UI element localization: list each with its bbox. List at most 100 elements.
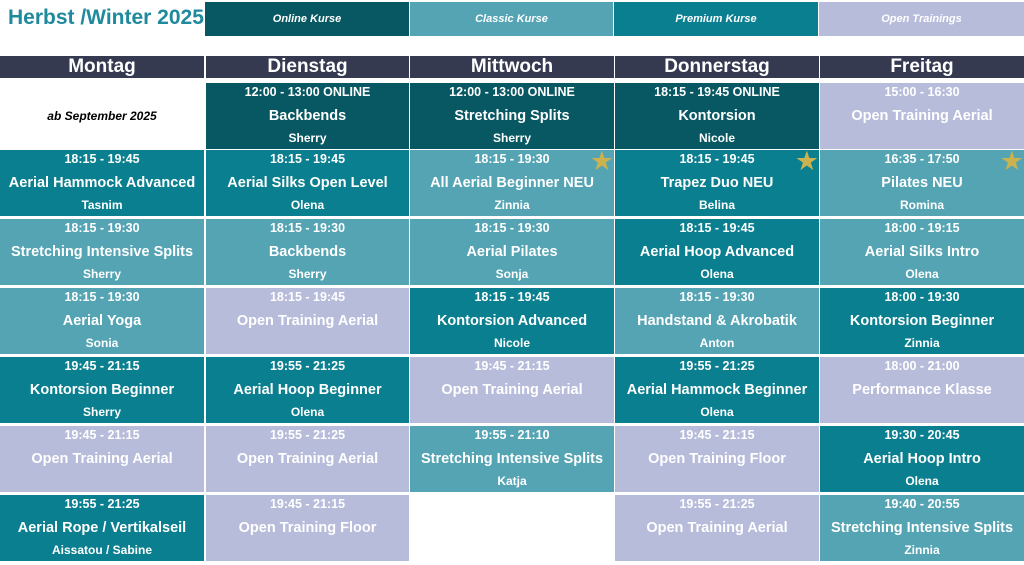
legend-premium: Premium Kurse bbox=[614, 2, 818, 36]
class-time: 18:15 - 19:30 bbox=[269, 221, 346, 235]
class-time: 18:15 - 19:45 bbox=[679, 221, 755, 235]
class-instructor: Sherry bbox=[288, 267, 327, 281]
day-header: Montag bbox=[0, 56, 204, 78]
class-instructor: Zinnia bbox=[904, 336, 940, 350]
class-slot: 19:55 - 21:25 Aerial Hammock Beginner Olen… bbox=[615, 357, 819, 423]
class-slot: 19:30 - 20:45 Aerial Hoop Intro Olena bbox=[820, 426, 1024, 492]
class-name: Stretching Intensive Splits bbox=[420, 450, 604, 467]
class-instructor: Zinnia bbox=[904, 543, 940, 557]
class-time: 18:00 - 19:30 bbox=[884, 290, 960, 304]
class-time: 19:55 - 21:10 bbox=[474, 428, 550, 442]
class-instructor: Nicole bbox=[493, 336, 530, 350]
class-slot: 19:40 - 20:55 Stretching Intensive Splits… bbox=[820, 495, 1024, 561]
class-name: Open Training Aerial bbox=[851, 107, 993, 124]
class-instructor bbox=[510, 405, 513, 420]
class-slot: 19:55 - 21:25 Open Training Aerial bbox=[206, 426, 409, 492]
schedule-note: ab September 2025 bbox=[0, 83, 204, 149]
class-instructor bbox=[920, 131, 923, 146]
class-instructor: Sherry bbox=[288, 131, 327, 145]
class-name: Trapez Duo NEU bbox=[660, 174, 774, 191]
class-instructor: Olena bbox=[905, 267, 939, 281]
class-time: 19:45 - 21:15 bbox=[269, 497, 346, 511]
class-instructor: Sonja bbox=[495, 267, 529, 281]
class-name: Aerial Silks Intro bbox=[864, 243, 980, 260]
class-time: 18:15 - 19:45 bbox=[269, 152, 346, 166]
class-name: Kontorsion bbox=[678, 107, 756, 124]
class-slot: 18:15 - 19:45 Aerial Hammock Advanced Tasn… bbox=[0, 150, 204, 216]
class-instructor: Zinnia bbox=[494, 198, 530, 212]
class-time: 18:15 - 19:45 ONLINE bbox=[654, 85, 780, 99]
class-slot: 18:00 - 21:00 Performance Klasse bbox=[820, 357, 1024, 423]
class-slot: 18:00 - 19:30 Kontorsion Beginner Zinnia bbox=[820, 288, 1024, 354]
day-header: Donnerstag bbox=[615, 56, 819, 78]
class-time: 18:00 - 21:00 bbox=[884, 359, 960, 373]
class-instructor: Aissatou / Sabine bbox=[51, 543, 153, 557]
class-time: 19:45 - 21:15 bbox=[64, 428, 140, 442]
class-name: Open Training Aerial bbox=[236, 312, 379, 329]
class-time: 18:15 - 19:30 bbox=[679, 290, 755, 304]
class-time: 19:40 - 20:55 bbox=[884, 497, 960, 511]
class-name: Aerial Hoop Advanced bbox=[639, 243, 795, 260]
class-time: 18:15 - 19:45 bbox=[679, 152, 755, 166]
class-name: Backbends bbox=[268, 107, 347, 124]
weekly-schedule-grid: Montag ab September 2025 18:15 - 19:45 Aeri… bbox=[0, 56, 1024, 565]
day-header: Freitag bbox=[820, 56, 1024, 78]
class-name: Open Training Aerial bbox=[646, 519, 788, 536]
class-name: Aerial Yoga bbox=[62, 312, 142, 329]
star-icon: ★ bbox=[794, 146, 819, 176]
class-name: All Aerial Beginner NEU bbox=[430, 174, 594, 191]
class-slot: 18:15 - 19:45 Kontorsion Advanced Nicole bbox=[410, 288, 614, 354]
class-slot: 18:15 - 19:45 Open Training Aerial bbox=[206, 288, 409, 354]
class-instructor: Olena bbox=[905, 474, 939, 488]
class-slot: 12:00 - 13:00 ONLINE Backbends Sherry bbox=[206, 83, 409, 149]
class-time: 16:35 - 17:50 bbox=[884, 152, 960, 166]
class-name: Backbends bbox=[268, 243, 347, 260]
class-name: Aerial Hammock Beginner bbox=[626, 381, 808, 398]
class-name: Aerial Hammock Advanced bbox=[8, 174, 196, 191]
class-slot: 18:15 - 19:45 Aerial Hoop Advanced Olena bbox=[615, 219, 819, 285]
class-name: Handstand & Akrobatik bbox=[637, 312, 797, 329]
class-time: 19:55 - 21:25 bbox=[679, 497, 755, 511]
class-time: 18:15 - 19:30 bbox=[474, 221, 550, 235]
class-time: 18:15 - 19:30 bbox=[474, 152, 550, 166]
class-time: 19:45 - 21:15 bbox=[474, 359, 550, 373]
class-slot: 19:55 - 21:25 Aerial Hoop Beginner Olena bbox=[206, 357, 409, 423]
class-instructor bbox=[100, 474, 103, 489]
class-time: 18:15 - 19:30 bbox=[64, 290, 140, 304]
star-icon: ★ bbox=[999, 146, 1024, 176]
class-time: 18:15 - 19:45 bbox=[64, 152, 140, 166]
class-time: 19:30 - 20:45 bbox=[884, 428, 960, 442]
class-slot: 18:15 - 19:30 Aerial Pilates Sonja bbox=[410, 219, 614, 285]
class-instructor: Olena bbox=[290, 405, 325, 419]
class-slot: 12:00 - 13:00 ONLINE Stretching Splits She… bbox=[410, 83, 614, 149]
class-name: Stretching Splits bbox=[454, 107, 570, 124]
legend-open: Open Trainings bbox=[819, 2, 1024, 36]
class-slot: 18:15 - 19:45 Trapez Duo NEU Belina ★ bbox=[615, 146, 819, 216]
class-name: Aerial Pilates bbox=[466, 243, 558, 260]
class-name: Open Training Floor bbox=[648, 450, 786, 467]
class-slot: 18:15 - 19:30 All Aerial Beginner NEU Zinn… bbox=[410, 148, 614, 216]
class-name: Open Training Aerial bbox=[441, 381, 583, 398]
note-text: ab September 2025 bbox=[47, 108, 157, 123]
class-slot: 15:00 - 16:30 Open Training Aerial bbox=[820, 83, 1024, 149]
class-slot: 18:15 - 19:30 Handstand & Akrobatik Anton bbox=[615, 288, 819, 354]
class-slot: 19:45 - 21:15 Open Training Aerial bbox=[410, 357, 614, 423]
class-instructor bbox=[306, 336, 309, 351]
class-name: Stretching Intensive Splits bbox=[830, 519, 1014, 536]
class-instructor: Sherry bbox=[82, 405, 122, 419]
class-slot: 19:55 - 21:25 Aerial Rope / Vertikalseil A… bbox=[0, 495, 204, 561]
empty-slot bbox=[410, 495, 614, 561]
class-instructor bbox=[715, 474, 718, 489]
class-name: Open Training Floor bbox=[238, 519, 377, 536]
class-name: Aerial Silks Open Level bbox=[227, 174, 388, 191]
class-time: 19:55 - 21:25 bbox=[269, 428, 346, 442]
class-time: 18:15 - 19:45 bbox=[269, 290, 346, 304]
day-header: Mittwoch bbox=[410, 56, 614, 78]
class-instructor: Sherry bbox=[82, 267, 122, 281]
legend-online: Online Kurse bbox=[205, 2, 409, 36]
class-name: Stretching Intensive Splits bbox=[10, 243, 194, 260]
class-time: 19:45 - 21:15 bbox=[679, 428, 755, 442]
class-time: 12:00 - 13:00 ONLINE bbox=[449, 85, 575, 99]
class-instructor: Tasnim bbox=[81, 198, 123, 212]
class-name: Aerial Hoop Beginner bbox=[233, 381, 382, 398]
